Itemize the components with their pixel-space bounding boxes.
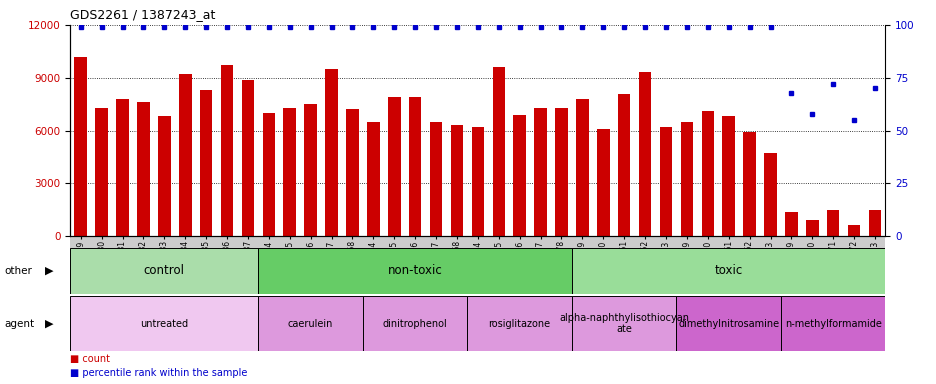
Bar [258, 248, 571, 294]
Text: ■ count: ■ count [70, 354, 110, 364]
Text: control: control [144, 264, 184, 277]
Text: dimethylnitrosamine: dimethylnitrosamine [678, 318, 779, 329]
Bar [764, 154, 776, 236]
Bar [571, 296, 676, 351]
Bar [467, 296, 571, 351]
Text: dinitrophenol: dinitrophenol [383, 318, 447, 329]
Bar [179, 74, 191, 236]
Bar [596, 129, 609, 236]
Text: toxic: toxic [714, 264, 742, 277]
Bar [74, 56, 87, 236]
Text: ▶: ▶ [44, 266, 53, 276]
Bar [826, 210, 839, 236]
Text: ▶: ▶ [44, 318, 53, 329]
Bar [258, 296, 362, 351]
Text: non-toxic: non-toxic [388, 264, 442, 277]
Bar [571, 248, 885, 294]
Text: other: other [5, 266, 33, 276]
Text: n-methylformamide: n-methylformamide [784, 318, 881, 329]
Bar [137, 103, 150, 236]
Bar [304, 104, 316, 236]
Bar [450, 125, 462, 236]
Bar [780, 296, 885, 351]
Bar [95, 108, 108, 236]
Bar [262, 113, 275, 236]
Bar [617, 94, 630, 236]
Bar [492, 67, 505, 236]
Bar [241, 79, 254, 236]
Bar [534, 108, 547, 236]
Bar [676, 296, 780, 351]
Bar [221, 65, 233, 236]
Text: untreated: untreated [140, 318, 188, 329]
Bar [325, 69, 338, 236]
Bar [742, 132, 755, 236]
Bar [388, 97, 400, 236]
Text: caerulein: caerulein [287, 318, 333, 329]
Bar [701, 111, 713, 236]
Bar [805, 220, 818, 236]
Bar [722, 116, 734, 236]
Text: rosiglitazone: rosiglitazone [488, 318, 550, 329]
Bar [199, 90, 212, 236]
Bar [362, 296, 467, 351]
Bar [513, 115, 525, 236]
Bar [408, 97, 421, 236]
Bar [471, 127, 484, 236]
Bar [70, 248, 258, 294]
Text: GDS2261 / 1387243_at: GDS2261 / 1387243_at [70, 8, 215, 21]
Bar [847, 225, 859, 236]
Bar [868, 210, 881, 236]
Bar [784, 212, 797, 236]
Bar [70, 296, 258, 351]
Bar [576, 99, 588, 236]
Bar [638, 73, 651, 236]
Text: ■ percentile rank within the sample: ■ percentile rank within the sample [70, 368, 247, 378]
Bar [680, 122, 693, 236]
Bar [555, 108, 567, 236]
Bar [284, 108, 296, 236]
Bar [659, 127, 671, 236]
Bar [430, 122, 442, 236]
Bar [345, 109, 358, 236]
Bar [158, 116, 170, 236]
Bar [367, 122, 379, 236]
Bar [116, 99, 128, 236]
Text: agent: agent [5, 318, 35, 329]
Text: alpha-naphthylisothiocyan
ate: alpha-naphthylisothiocyan ate [559, 313, 689, 334]
